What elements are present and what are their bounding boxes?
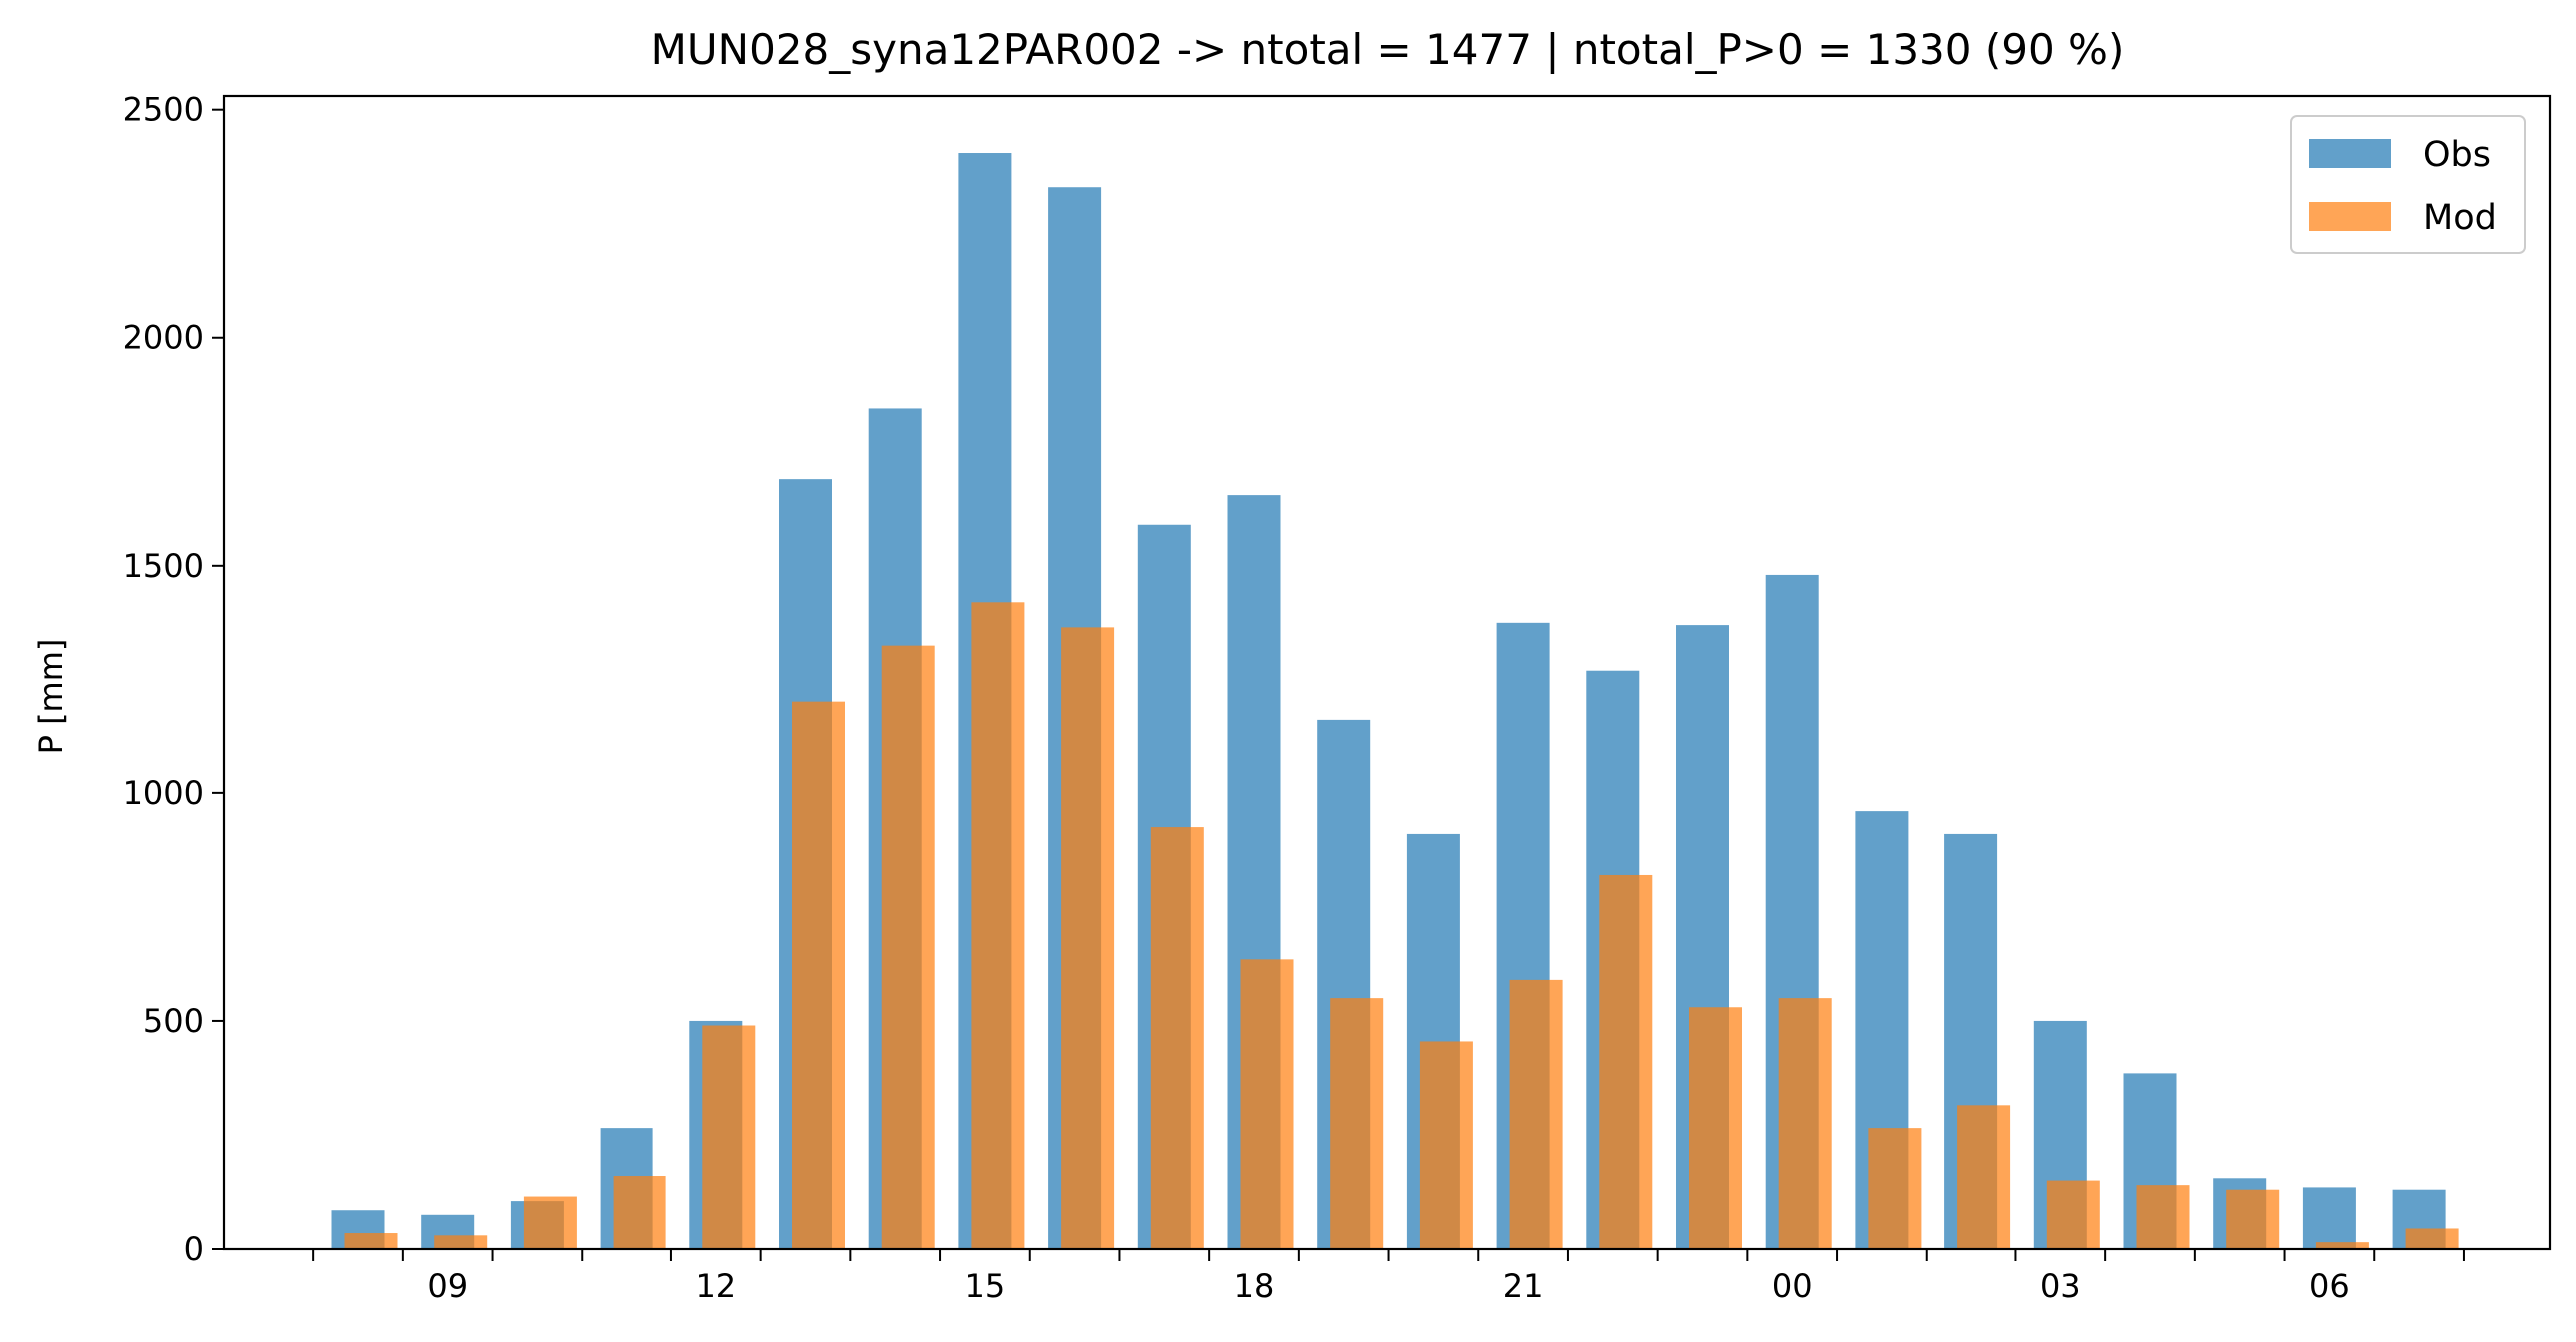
bar-mod [1150,827,1204,1249]
plot-frame [222,94,2552,1251]
bar-obs [2302,1187,2356,1249]
bar-mod [523,1196,577,1249]
bar-mod [1330,998,1384,1249]
y-tick-label: 0 [184,1230,204,1268]
x-tick-label: 06 [2309,1267,2350,1305]
bar-mod [1419,1041,1473,1249]
bar-mod [2136,1185,2190,1249]
y-tick-label: 1500 [123,547,204,585]
legend-label-obs: Obs [2423,135,2491,175]
x-tick-label: 03 [2040,1267,2081,1305]
bar-mod [434,1235,488,1249]
bar-mod [702,1025,756,1249]
legend-swatch-obs [2309,139,2391,168]
bar-mod [1957,1105,2011,1249]
bar-mod [2226,1189,2280,1249]
bars-group [331,153,2459,1249]
bar-mod [1061,627,1115,1249]
bar-mod [881,645,935,1249]
bar-mod [1599,874,1653,1249]
legend: Obs Mod [2290,115,2526,254]
bar-mod [792,701,845,1249]
x-tick-label: 09 [427,1267,468,1305]
legend-swatch-mod [2309,202,2391,231]
bar-mod [2046,1180,2100,1249]
x-tick-label: 12 [695,1267,736,1305]
bar-mod [1868,1128,1922,1249]
y-tick-label: 1000 [123,774,204,812]
y-axis-label: P [mm] [32,639,70,755]
bar-mod [344,1233,398,1249]
y-tick-label: 2500 [123,91,204,129]
bar-mod [613,1176,666,1249]
x-axis: 09 12 15 18 21 00 03 06 [312,1249,2465,1305]
chart-title: MUN028_syna12PAR002 -> ntotal = 1477 | n… [651,25,2125,74]
bar-mod [1240,959,1294,1249]
bar-mod [1509,979,1563,1249]
legend-label-mod: Mod [2423,198,2497,238]
x-tick-label: 15 [965,1267,1006,1305]
y-tick-label: 500 [143,1002,204,1040]
x-tick-label: 18 [1234,1267,1275,1305]
bar-mod [2405,1228,2459,1249]
bar-mod [1689,1007,1742,1249]
bar-mod [2315,1242,2369,1249]
x-tick-label: 21 [1503,1267,1544,1305]
y-axis: 0 500 1000 1500 2000 2500 [123,91,224,1268]
y-tick-label: 2000 [123,319,204,357]
bar-mod [1778,998,1832,1249]
bar-mod [971,602,1025,1249]
x-tick-label: 00 [1772,1267,1813,1305]
